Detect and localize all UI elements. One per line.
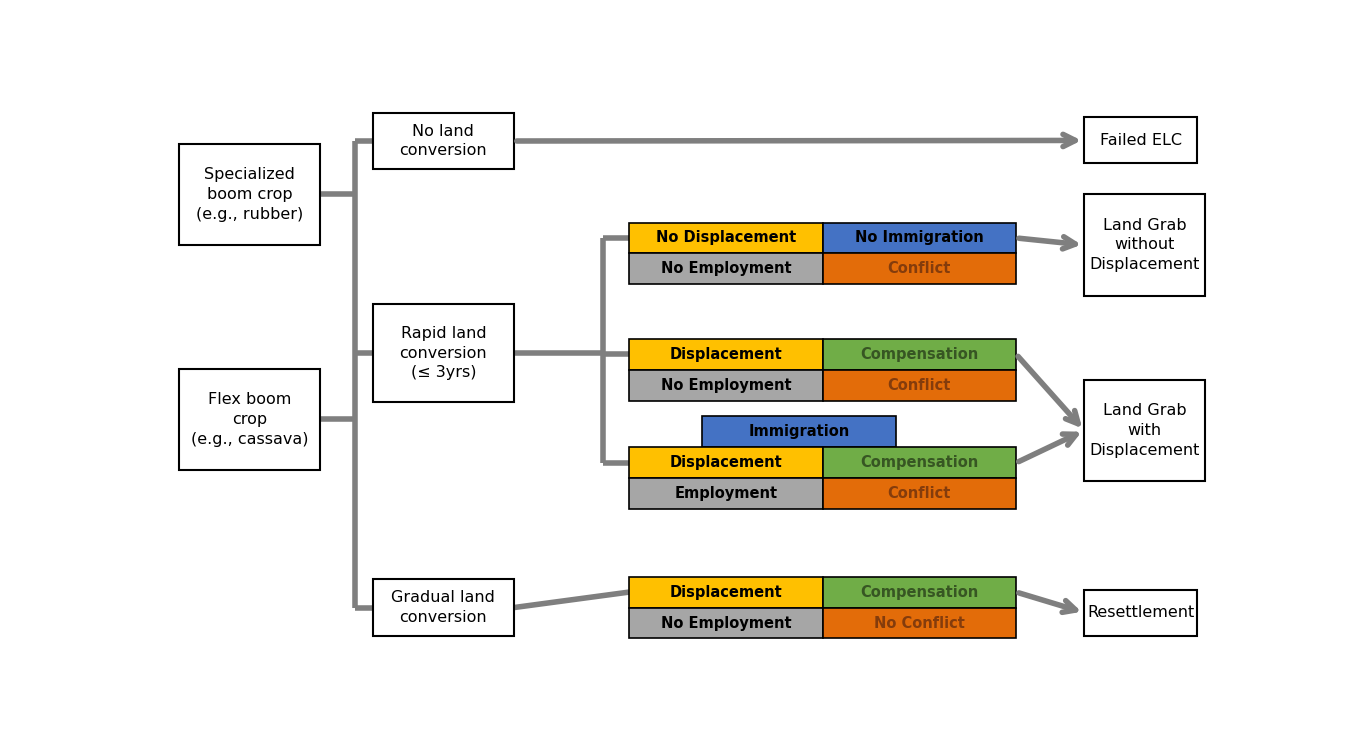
Text: Land Grab
with
Displacement: Land Grab with Displacement <box>1089 403 1200 458</box>
Text: Conflict: Conflict <box>888 377 952 393</box>
FancyBboxPatch shape <box>822 370 1017 401</box>
Text: Displacement: Displacement <box>670 456 782 470</box>
FancyBboxPatch shape <box>629 223 822 253</box>
FancyBboxPatch shape <box>822 339 1017 370</box>
Text: No Employment: No Employment <box>660 261 791 277</box>
Text: No Immigration: No Immigration <box>855 231 984 245</box>
Text: Employment: Employment <box>674 486 778 502</box>
FancyBboxPatch shape <box>702 416 896 447</box>
Text: No Displacement: No Displacement <box>656 231 796 245</box>
Text: Compensation: Compensation <box>860 585 979 599</box>
FancyBboxPatch shape <box>629 370 822 401</box>
Text: Resettlement: Resettlement <box>1087 605 1195 620</box>
Text: Rapid land
conversion
(≤ 3yrs): Rapid land conversion (≤ 3yrs) <box>400 326 487 380</box>
FancyBboxPatch shape <box>1084 118 1197 164</box>
FancyBboxPatch shape <box>629 607 822 639</box>
FancyBboxPatch shape <box>1084 590 1197 636</box>
FancyBboxPatch shape <box>373 304 514 402</box>
FancyBboxPatch shape <box>629 447 822 478</box>
FancyBboxPatch shape <box>629 339 822 370</box>
FancyBboxPatch shape <box>373 580 514 636</box>
Text: No Employment: No Employment <box>660 377 791 393</box>
Text: Displacement: Displacement <box>670 585 782 599</box>
FancyBboxPatch shape <box>180 369 320 470</box>
Text: Compensation: Compensation <box>860 347 979 362</box>
Text: No Conflict: No Conflict <box>873 615 965 631</box>
Text: Specialized
boom crop
(e.g., rubber): Specialized boom crop (e.g., rubber) <box>196 167 304 222</box>
FancyBboxPatch shape <box>822 447 1017 478</box>
FancyBboxPatch shape <box>629 478 822 510</box>
FancyBboxPatch shape <box>373 113 514 169</box>
Text: Immigration: Immigration <box>748 424 849 439</box>
FancyBboxPatch shape <box>822 478 1017 510</box>
Text: Conflict: Conflict <box>888 486 952 502</box>
Text: No Employment: No Employment <box>660 615 791 631</box>
FancyBboxPatch shape <box>629 253 822 285</box>
FancyBboxPatch shape <box>1084 380 1204 481</box>
FancyBboxPatch shape <box>822 607 1017 639</box>
FancyBboxPatch shape <box>180 144 320 245</box>
Text: No land
conversion: No land conversion <box>400 123 487 158</box>
Text: Failed ELC: Failed ELC <box>1100 133 1181 148</box>
FancyBboxPatch shape <box>1084 194 1204 296</box>
FancyBboxPatch shape <box>629 577 822 607</box>
FancyBboxPatch shape <box>822 223 1017 253</box>
Text: Displacement: Displacement <box>670 347 782 362</box>
Text: Flex boom
crop
(e.g., cassava): Flex boom crop (e.g., cassava) <box>192 392 309 447</box>
Text: Land Grab
without
Displacement: Land Grab without Displacement <box>1089 218 1200 272</box>
FancyBboxPatch shape <box>822 253 1017 285</box>
FancyBboxPatch shape <box>822 577 1017 607</box>
Text: Gradual land
conversion: Gradual land conversion <box>392 590 495 625</box>
Text: Conflict: Conflict <box>888 261 952 277</box>
Text: Compensation: Compensation <box>860 456 979 470</box>
